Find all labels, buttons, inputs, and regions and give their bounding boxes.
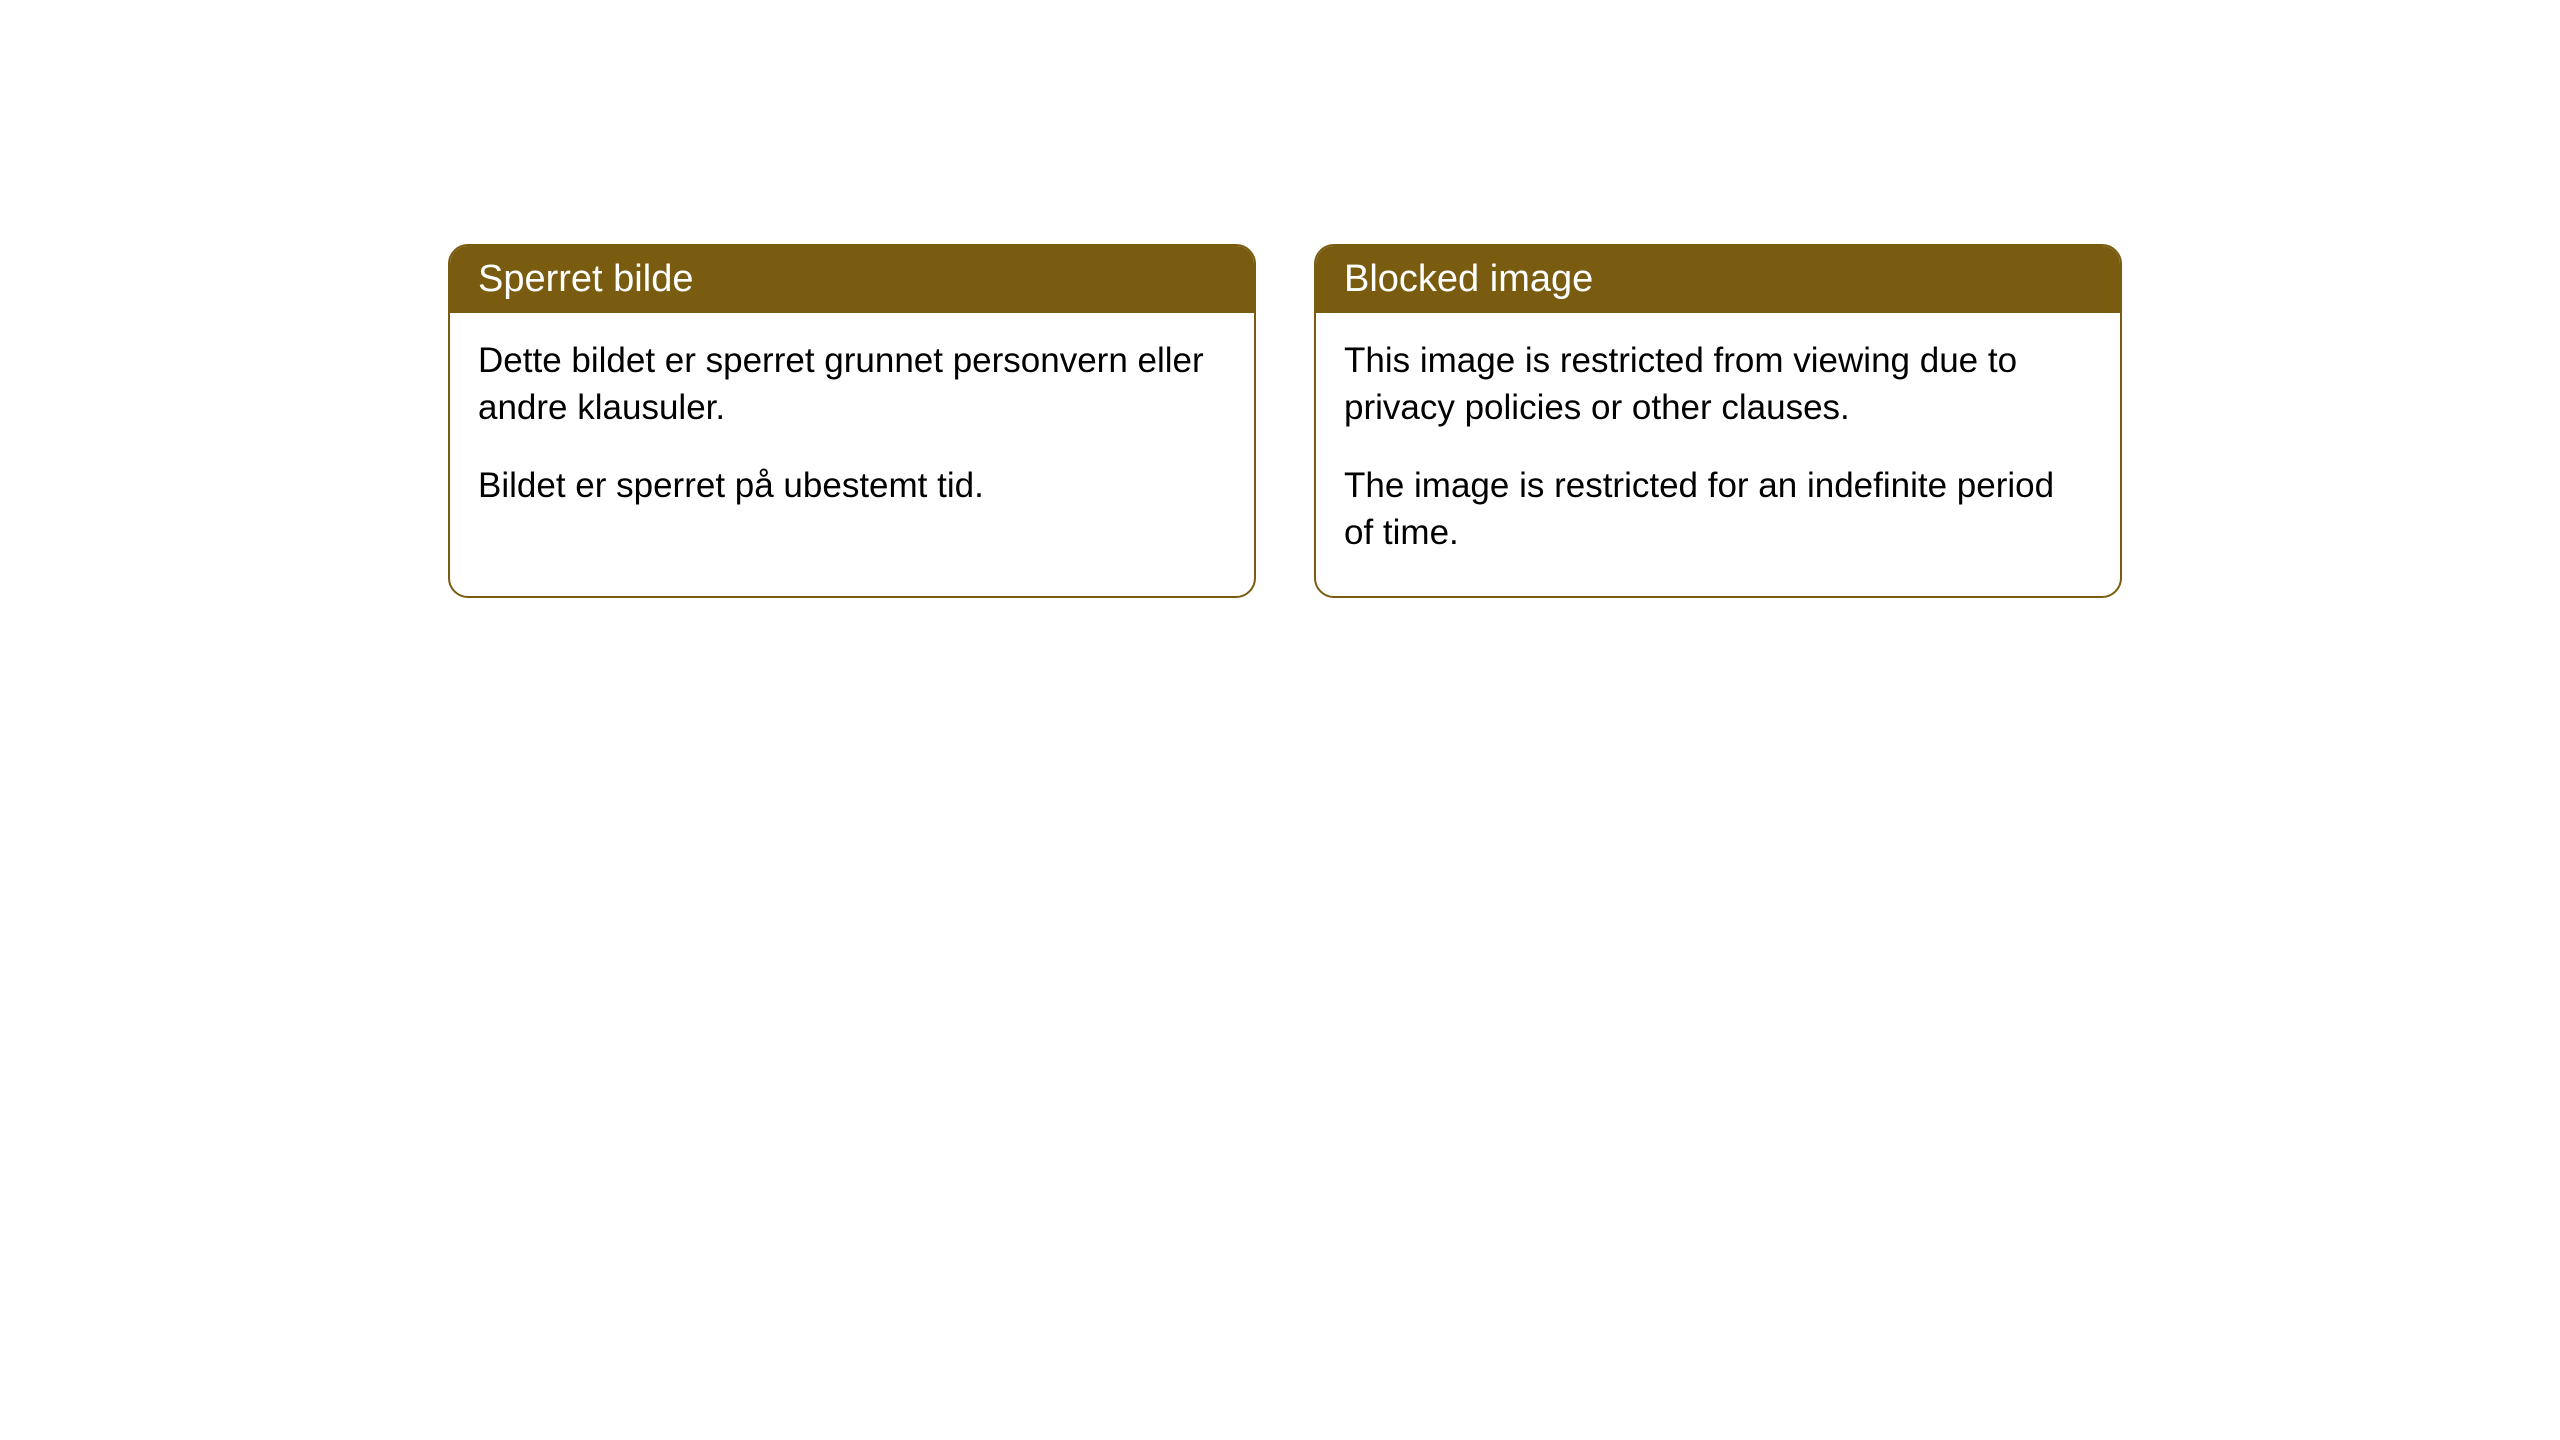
card-header-english: Blocked image <box>1316 246 2120 313</box>
card-paragraph-2: Bildet er sperret på ubestemt tid. <box>478 462 1226 509</box>
notice-cards-container: Sperret bilde Dette bildet er sperret gr… <box>448 244 2122 598</box>
card-body-english: This image is restricted from viewing du… <box>1316 313 2120 596</box>
card-title: Blocked image <box>1344 258 1593 300</box>
blocked-image-card-norwegian: Sperret bilde Dette bildet er sperret gr… <box>448 244 1256 598</box>
card-paragraph-2: The image is restricted for an indefinit… <box>1344 462 2092 557</box>
card-title: Sperret bilde <box>478 258 693 300</box>
blocked-image-card-english: Blocked image This image is restricted f… <box>1314 244 2122 598</box>
card-body-norwegian: Dette bildet er sperret grunnet personve… <box>450 313 1254 549</box>
card-paragraph-1: This image is restricted from viewing du… <box>1344 337 2092 432</box>
card-header-norwegian: Sperret bilde <box>450 246 1254 313</box>
card-paragraph-1: Dette bildet er sperret grunnet personve… <box>478 337 1226 432</box>
